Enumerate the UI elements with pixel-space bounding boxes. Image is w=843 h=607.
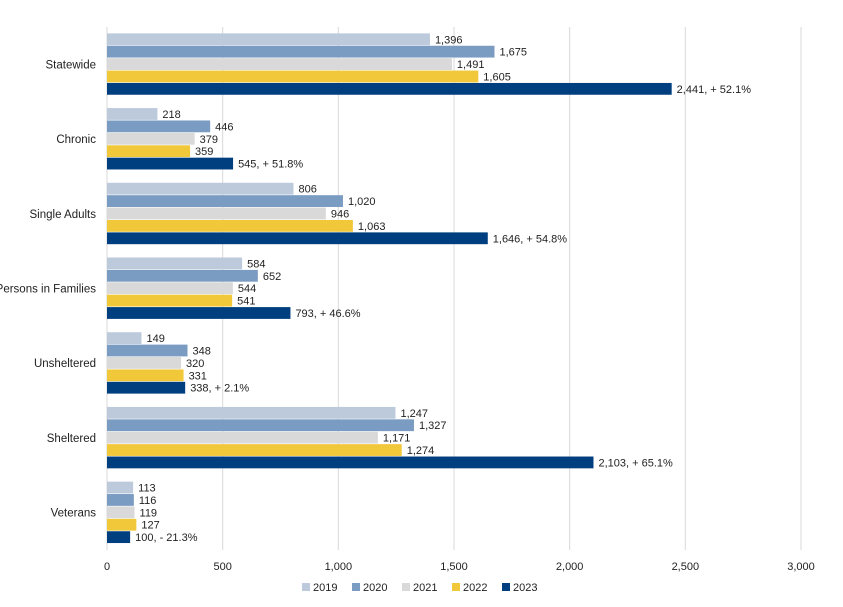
bar-2020 (107, 344, 188, 357)
bar-2021 (107, 132, 195, 145)
data-label: 806 (298, 184, 316, 196)
category-label: Sheltered (47, 433, 96, 445)
data-label: 116 (139, 495, 157, 507)
category-label: Veterans (51, 508, 97, 520)
bar-2021 (107, 506, 135, 519)
x-tick-label: 1,000 (325, 561, 353, 573)
bar-2022 (107, 444, 402, 456)
legend-label: 2019 (313, 582, 337, 594)
data-label: 1,675 (499, 47, 527, 59)
data-label: 100, - 21.3% (135, 532, 198, 544)
bar-2021 (107, 357, 182, 369)
bar-2019 (107, 33, 430, 46)
bar-2019 (107, 108, 158, 120)
bar-2020 (107, 494, 134, 506)
bar-2019 (107, 481, 134, 494)
bar-2022 (107, 294, 233, 307)
data-label: 652 (263, 271, 281, 283)
legend-swatch-2021 (402, 583, 410, 591)
bar-2020 (107, 120, 211, 133)
data-label: 1,605 (483, 71, 511, 83)
category-label: Chronic (56, 134, 96, 146)
bar-2021 (107, 58, 452, 70)
x-tick-label: 1,500 (440, 561, 468, 573)
data-label: 1,491 (457, 59, 485, 71)
data-label: 1,396 (435, 34, 463, 46)
bar-2023 (107, 82, 672, 95)
data-label: 359 (195, 146, 213, 158)
bar-2023 (107, 456, 594, 469)
x-tick-label: 3,000 (787, 561, 815, 573)
category-label: Single Adults (30, 209, 97, 221)
bar-2022 (107, 145, 191, 158)
data-label: 218 (162, 109, 180, 121)
data-label: 320 (186, 358, 204, 370)
data-label: 338, + 2.1% (190, 383, 249, 395)
bar-2020 (107, 269, 258, 282)
legend-swatch-2022 (452, 583, 460, 591)
x-tick-label: 500 (213, 561, 231, 573)
bar-2022 (107, 70, 479, 83)
data-label: 584 (247, 258, 265, 270)
data-label: 1,063 (358, 221, 386, 233)
data-label: 113 (138, 483, 156, 495)
bar-2022 (107, 518, 137, 531)
data-label: 2,441, + 52.1% (677, 84, 752, 96)
data-label: 127 (141, 520, 159, 532)
bar-2021 (107, 282, 233, 295)
data-label: 1,327 (419, 420, 447, 432)
legend-label: 2020 (363, 582, 387, 594)
data-label: 348 (193, 346, 211, 358)
bar-2022 (107, 219, 353, 232)
bar-2019 (107, 257, 243, 270)
x-tick-label: 2,000 (556, 561, 584, 573)
legend-swatch-2023 (502, 583, 510, 591)
data-label: 379 (200, 134, 218, 146)
bar-2023 (107, 381, 186, 394)
bar-2020 (107, 45, 495, 58)
category-label: Persons in Families (0, 284, 96, 296)
data-label: 544 (238, 283, 256, 295)
x-tick-label: 0 (104, 561, 110, 573)
bar-2020 (107, 195, 343, 207)
category-label: Unsheltered (34, 358, 96, 370)
x-tick-label: 2,500 (672, 561, 700, 573)
legend-swatch-2020 (352, 583, 360, 591)
data-label: 446 (215, 121, 233, 133)
data-label: 2,103, + 65.1% (598, 457, 673, 469)
data-label: 119 (140, 507, 158, 519)
legend-swatch-2019 (302, 583, 310, 591)
bar-2021 (107, 207, 326, 220)
data-label: 946 (331, 208, 349, 220)
data-label: 1,020 (348, 196, 376, 208)
data-label: 1,646, + 54.8% (493, 233, 568, 245)
bar-2023 (107, 157, 234, 170)
data-label: 331 (189, 370, 207, 382)
bar-2019 (107, 406, 396, 419)
bar-2021 (107, 431, 378, 444)
legend-label: 2023 (513, 582, 537, 594)
data-label: 149 (146, 333, 164, 345)
data-label: 1,274 (407, 445, 435, 457)
bar-2022 (107, 369, 184, 382)
bar-2023 (107, 307, 291, 319)
legend-label: 2022 (463, 582, 487, 594)
data-label: 545, + 51.8% (238, 159, 303, 171)
bar-2023 (107, 232, 488, 245)
bar-2020 (107, 419, 414, 432)
bar-2023 (107, 531, 131, 544)
legend-label: 2021 (413, 582, 437, 594)
data-label: 1,171 (383, 433, 411, 445)
bar-2019 (107, 182, 294, 195)
data-label: 1,247 (400, 408, 428, 420)
data-label: 793, + 46.6% (295, 308, 360, 320)
bar-2019 (107, 332, 142, 345)
data-label: 541 (237, 296, 255, 308)
category-label: Statewide (45, 59, 96, 71)
